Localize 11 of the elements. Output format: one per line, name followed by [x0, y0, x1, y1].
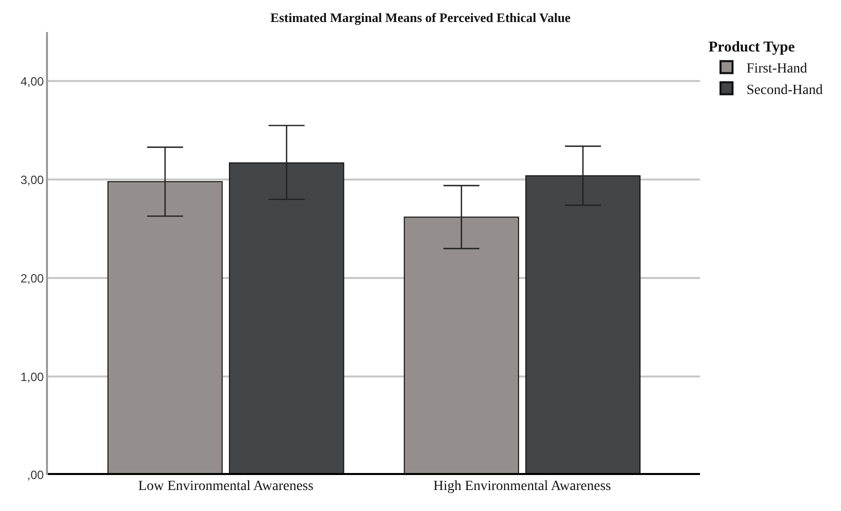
y-tick-label: 3,00	[20, 172, 44, 187]
x-tick-label: High Environmental Awareness	[433, 479, 611, 494]
chart-title: Estimated Marginal Means of Perceived Ethical Value	[270, 10, 571, 25]
y-tick-label: 2,00	[20, 271, 44, 286]
legend-label: First-Hand	[746, 62, 808, 77]
x-tick-label: Low Environmental Awareness	[138, 479, 314, 494]
y-tick-label: 4,00	[20, 74, 44, 88]
y-tick-label: 1,00	[20, 370, 44, 384]
legend-title: Product Type	[708, 40, 796, 56]
legend-label: Second-Hand	[746, 82, 823, 98]
y-tick-label: ,00	[27, 468, 44, 482]
